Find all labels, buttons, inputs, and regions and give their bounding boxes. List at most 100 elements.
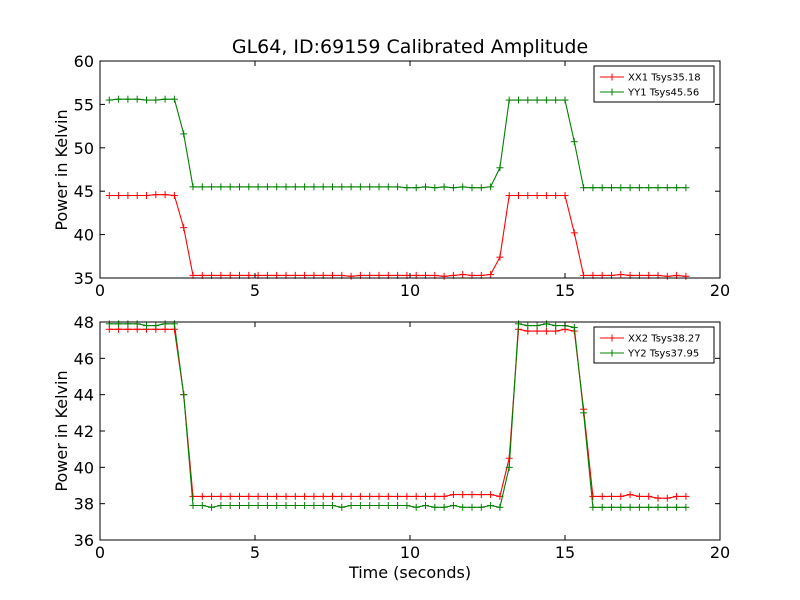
- y-tick-label: 38: [74, 495, 94, 514]
- x-tick-label: 10: [400, 281, 420, 300]
- data-point: [459, 183, 467, 191]
- x-tick-label: 15: [555, 281, 575, 300]
- data-point: [533, 96, 541, 104]
- data-point: [198, 492, 206, 500]
- data-point: [133, 320, 141, 328]
- data-point: [133, 192, 141, 200]
- data-point: [598, 503, 606, 511]
- legend-bottom: XX2 Tsys38.27 YY2 Tsys37.95: [593, 326, 715, 364]
- data-point: [152, 96, 160, 104]
- data-point: [617, 503, 625, 511]
- x-tick-label: 15: [555, 543, 575, 562]
- data-point: [198, 501, 206, 509]
- data-point: [626, 184, 634, 192]
- data-point: [310, 501, 318, 509]
- data-point: [580, 184, 588, 192]
- data-point: [682, 503, 690, 511]
- subplot-top: 0 5 10 15 20 35 40 45 50 55 60 Power in Kelvin XX1…: [52, 52, 730, 300]
- data-point: [208, 492, 216, 500]
- data-point: [608, 492, 615, 500]
- data-point: [319, 501, 327, 509]
- y-tick-label: 50: [74, 139, 94, 158]
- data-point: [412, 184, 420, 192]
- data-point: [152, 191, 160, 199]
- data-point: [440, 272, 448, 280]
- data-point: [468, 491, 476, 499]
- data-point: [338, 183, 346, 191]
- data-point: [598, 492, 606, 500]
- legend-box: [593, 65, 715, 103]
- data-point: [570, 138, 578, 146]
- data-point: [217, 183, 225, 191]
- data-point: [626, 503, 634, 511]
- data-point: [673, 492, 681, 500]
- data-point: [496, 164, 504, 172]
- legend-top: XX1 Tsys35.18 YY1 Tsys45.56: [593, 65, 715, 103]
- data-point: [208, 503, 216, 511]
- data-point: [682, 272, 690, 280]
- data-point: [301, 501, 309, 509]
- data-point: [394, 492, 402, 500]
- data-point: [263, 183, 271, 191]
- data-point: [245, 501, 253, 509]
- data-point: [217, 501, 225, 509]
- legend-box: [593, 326, 715, 364]
- data-point: [663, 494, 671, 502]
- data-point: [552, 96, 560, 104]
- data-point: [515, 192, 522, 200]
- data-point: [552, 322, 560, 330]
- data-point: [487, 491, 495, 499]
- data-point: [115, 95, 123, 103]
- data-point: [682, 492, 690, 500]
- axis-ticks-top: 0 5 10 15 20 35 40 45 50 55 60: [74, 52, 731, 300]
- data-point: [105, 96, 113, 104]
- data-point: [254, 501, 262, 509]
- data-point: [505, 96, 513, 104]
- data-point: [236, 183, 243, 191]
- data-point: [663, 184, 671, 192]
- data-point: [515, 320, 522, 328]
- data-point: [645, 503, 653, 511]
- data-point: [189, 183, 197, 191]
- data-point: [487, 501, 495, 509]
- data-point: [459, 491, 467, 499]
- data-point: [254, 492, 262, 500]
- y-axis-label-top: Power in Kelvin: [52, 109, 71, 230]
- data-point: [301, 183, 309, 191]
- data-point: [645, 492, 653, 500]
- data-point: [589, 503, 597, 511]
- data-point: [542, 96, 550, 104]
- data-point: [487, 183, 495, 191]
- data-point: [347, 272, 355, 280]
- data-point: [570, 229, 578, 237]
- y-tick-label: 42: [74, 422, 94, 441]
- data-point: [366, 183, 374, 191]
- data-point: [645, 184, 653, 192]
- data-point: [487, 271, 495, 279]
- x-tick-label: 5: [250, 281, 260, 300]
- data-point: [384, 501, 392, 509]
- data-point: [291, 492, 299, 500]
- data-point: [477, 184, 485, 192]
- data-point: [208, 183, 216, 191]
- axis-ticks-bottom: 0 5 10 15 20 36 38 40 42 44 46 48: [74, 313, 731, 562]
- data-point: [105, 192, 113, 200]
- data-point: [124, 192, 132, 200]
- data-point: [236, 501, 243, 509]
- data-point: [301, 492, 309, 500]
- data-point: [189, 501, 197, 509]
- data-point: [170, 192, 178, 200]
- data-point: [338, 492, 346, 500]
- data-point: [403, 492, 411, 500]
- data-point: [347, 501, 355, 509]
- y-tick-label: 55: [74, 95, 94, 114]
- data-point: [654, 503, 662, 511]
- data-point: [263, 492, 271, 500]
- data-point: [254, 183, 262, 191]
- data-point: [468, 503, 476, 511]
- data-point: [505, 463, 513, 471]
- data-point: [217, 492, 225, 500]
- data-point: [245, 492, 253, 500]
- data-point: [263, 501, 271, 509]
